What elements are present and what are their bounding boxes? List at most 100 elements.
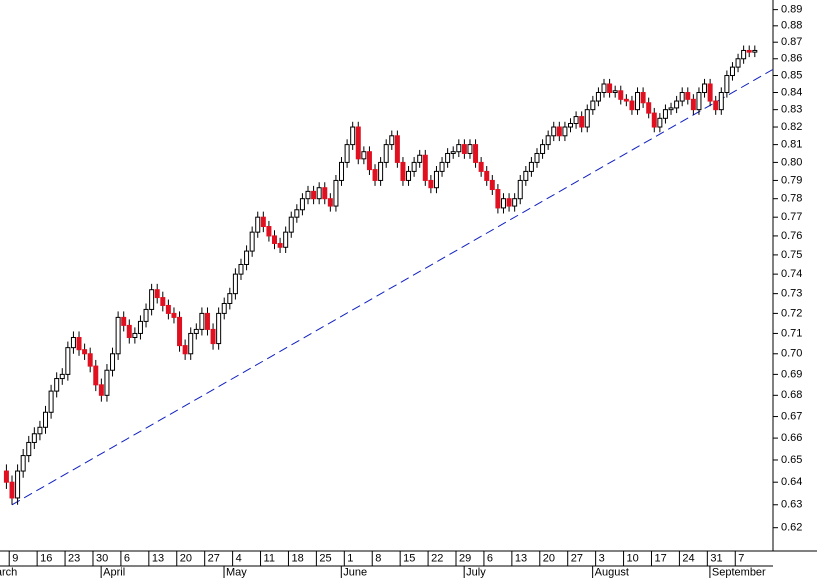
month-label: May [226,566,247,578]
candle-body [417,154,423,163]
candle-body [48,390,54,413]
candle-body [204,312,210,330]
candle-body [288,216,294,233]
candle-body [54,378,60,392]
y-tick-label: 0.88 [781,20,802,32]
x-tick-label: 20 [180,552,192,564]
y-tick-label: 0.86 [781,53,802,65]
candle-body [232,273,238,295]
candle-body [9,481,15,499]
x-tick-label: 18 [291,552,303,564]
y-tick-label: 0.63 [781,499,802,511]
y-tick-label: 0.76 [781,230,802,242]
candle-body [3,470,9,483]
candle-body [361,151,367,160]
x-tick-label: 20 [543,552,555,564]
candle-body [523,170,529,181]
candle-body [584,109,590,128]
candle-body [104,369,110,396]
x-tick-label: 13 [152,552,164,564]
y-tick-label: 0.75 [781,249,802,261]
candle-body [746,49,752,53]
candle-body [154,289,160,299]
candle-body [160,297,166,306]
x-tick-label: 9 [12,552,18,564]
candle-body [651,112,657,128]
candle-body [484,170,490,181]
candle-body [193,328,199,334]
candle-body [640,91,646,104]
candle-body [540,144,546,154]
candle-body [612,90,618,93]
x-tick-label: 17 [654,552,666,564]
candle-body [110,353,116,371]
x-tick-label: 4 [236,552,242,564]
trendline [11,68,774,506]
candle-body [283,231,289,248]
candle-body [333,179,339,207]
x-tick-label: 11 [264,552,275,564]
candle-body [629,100,635,111]
y-tick-label: 0.77 [781,211,802,223]
candle-body [311,190,317,200]
candle-body [556,126,562,137]
y-tick-label: 0.79 [781,174,802,186]
candle-body [741,49,747,60]
candle-body [635,91,641,111]
candle-body [20,455,26,472]
candle-body [70,336,76,349]
candle-body [668,107,674,111]
month-label: July [466,566,486,578]
candle-body [277,242,283,248]
candle-body [350,126,356,146]
y-tick-label: 0.85 [781,69,802,81]
y-tick-label: 0.74 [781,268,802,280]
y-tick-label: 0.72 [781,307,802,319]
candle-body [724,75,730,93]
candle-body [517,179,523,200]
candle-body [76,336,82,351]
candle-body [294,209,300,218]
x-tick-label: 3 [599,552,605,564]
y-tick-label: 0.69 [781,368,802,380]
candle-body [439,161,445,172]
candle-body [551,126,557,137]
candle-body [568,123,573,128]
candle-body [595,91,601,102]
candle-body [662,109,668,119]
candle-body [528,161,534,172]
candle-body [165,304,171,314]
x-tick-label: 7 [738,552,744,564]
x-tick-label: 30 [96,552,108,564]
candle-body [573,116,579,125]
candle-body [456,144,462,153]
candle-body [657,117,663,128]
candle-body [149,289,155,310]
candle-body [461,144,467,154]
candle-body [489,179,495,191]
candle-body [87,353,93,367]
candle-body [752,49,758,53]
candle-body [601,83,607,93]
candle-body [422,154,428,181]
x-tick-label: 13 [515,552,527,564]
candle-body [729,66,735,77]
candle-body [495,189,501,209]
month-label: August [595,566,629,578]
candle-body [132,332,138,338]
y-tick-label: 0.64 [781,476,802,488]
candle-body [378,161,384,181]
month-label: September [712,566,766,578]
y-tick-label: 0.80 [781,156,802,168]
candle-body [59,373,65,380]
candle-body [143,308,149,322]
candle-body [406,170,412,181]
y-tick-label: 0.71 [781,327,802,339]
candle-body [355,126,361,160]
candle-body [188,332,194,355]
candle-body [65,347,71,375]
candle-body [702,83,708,93]
candle-body [679,91,685,102]
candle-body [478,161,484,172]
